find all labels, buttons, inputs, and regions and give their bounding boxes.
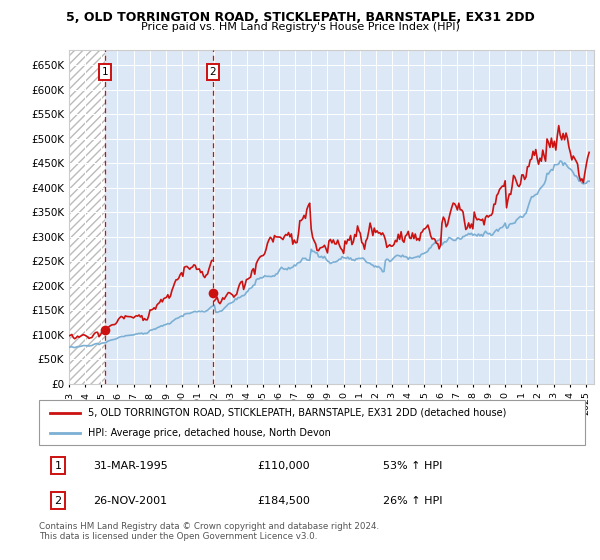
Text: Contains HM Land Registry data © Crown copyright and database right 2024.
This d: Contains HM Land Registry data © Crown c…: [39, 522, 379, 542]
Text: 1: 1: [55, 460, 62, 470]
Text: 1: 1: [102, 67, 109, 77]
Text: HPI: Average price, detached house, North Devon: HPI: Average price, detached house, Nort…: [88, 428, 331, 438]
Text: 2: 2: [210, 67, 217, 77]
Text: 5, OLD TORRINGTON ROAD, STICKLEPATH, BARNSTAPLE, EX31 2DD: 5, OLD TORRINGTON ROAD, STICKLEPATH, BAR…: [65, 11, 535, 24]
Text: 2: 2: [55, 496, 62, 506]
Text: 26-NOV-2001: 26-NOV-2001: [94, 496, 168, 506]
Text: £110,000: £110,000: [257, 460, 310, 470]
Text: Price paid vs. HM Land Registry's House Price Index (HPI): Price paid vs. HM Land Registry's House …: [140, 22, 460, 32]
Text: £184,500: £184,500: [257, 496, 310, 506]
Bar: [69, 50, 106, 384]
Text: 53% ↑ HPI: 53% ↑ HPI: [383, 460, 442, 470]
Bar: [106, 50, 213, 384]
Text: 26% ↑ HPI: 26% ↑ HPI: [383, 496, 442, 506]
Text: 31-MAR-1995: 31-MAR-1995: [94, 460, 169, 470]
Text: 5, OLD TORRINGTON ROAD, STICKLEPATH, BARNSTAPLE, EX31 2DD (detached house): 5, OLD TORRINGTON ROAD, STICKLEPATH, BAR…: [88, 408, 506, 418]
